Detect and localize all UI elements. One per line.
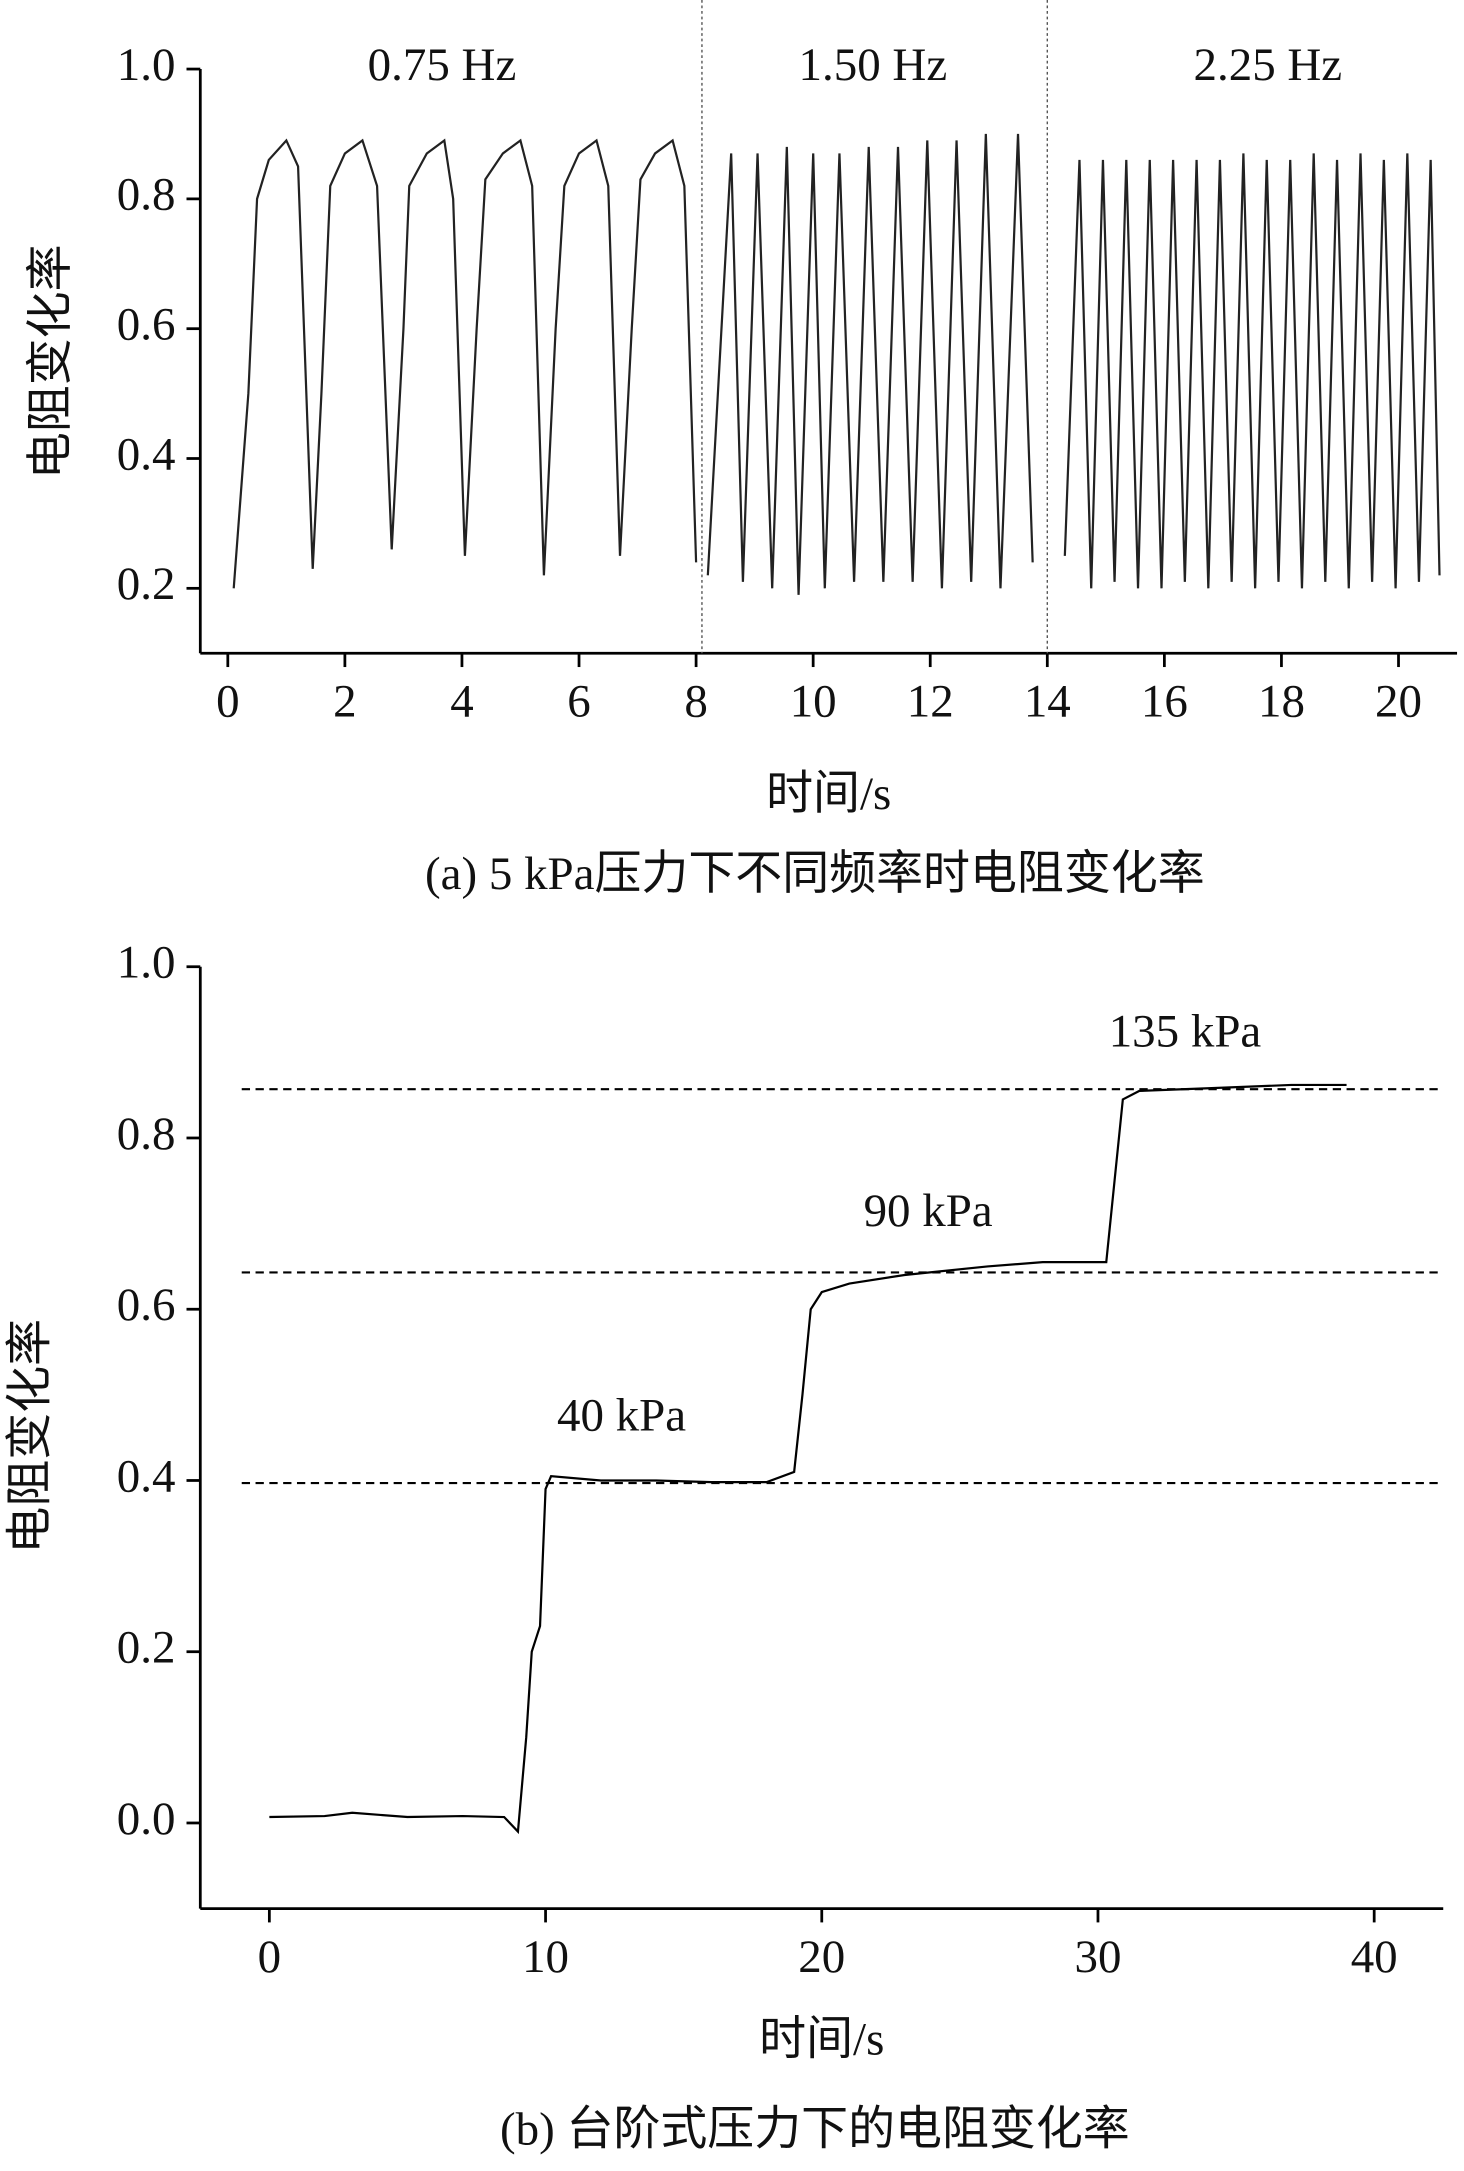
data-line	[269, 1083, 1347, 1835]
y-tick-label: 1.0	[117, 937, 176, 989]
x-tick-label: 0	[216, 675, 239, 727]
caption: (a) 5 kPa压力下不同频率时电阻变化率	[425, 848, 1205, 900]
x-axis-label: 时间/s	[766, 768, 891, 820]
x-tick-label: 0	[258, 1931, 281, 1983]
data-line	[706, 133, 1034, 595]
caption: (b) 台阶式压力下的电阻变化率	[500, 2103, 1130, 2155]
x-tick-label: 8	[684, 675, 707, 727]
x-tick-label: 6	[567, 675, 590, 727]
x-tick-label: 4	[450, 675, 473, 727]
x-tick-label: 10	[790, 675, 837, 727]
y-tick-label: 0.8	[117, 1108, 176, 1160]
x-tick-label: 20	[1375, 675, 1422, 727]
x-tick-label: 20	[798, 1931, 845, 1983]
x-tick-label: 30	[1075, 1931, 1122, 1983]
x-axis-label: 时间/s	[759, 2014, 884, 2066]
x-tick-label: 18	[1258, 675, 1305, 727]
annotation: 135 kPa	[1109, 1006, 1262, 1058]
annotation: 90 kPa	[864, 1185, 993, 1237]
y-tick-label: 0.4	[117, 428, 176, 480]
data-line	[232, 138, 698, 589]
x-tick-label: 40	[1351, 1931, 1398, 1983]
x-tick-label: 14	[1024, 675, 1071, 727]
x-tick-label: 2	[333, 675, 356, 727]
y-tick-label: 0.2	[117, 1622, 176, 1674]
annotation: 0.75 Hz	[368, 39, 517, 91]
y-tick-label: 0.4	[117, 1450, 176, 1502]
y-axis-label: 电阻变化率	[4, 1319, 56, 1554]
annotation: 2.25 Hz	[1194, 39, 1343, 91]
y-axis-label: 电阻变化率	[25, 244, 77, 479]
y-tick-label: 1.0	[117, 39, 176, 91]
annotation: 40 kPa	[557, 1389, 686, 1441]
y-tick-label: 0.0	[117, 1793, 176, 1845]
x-tick-label: 12	[907, 675, 954, 727]
y-tick-label: 0.6	[117, 1279, 176, 1331]
x-tick-label: 16	[1141, 675, 1188, 727]
x-tick-label: 10	[522, 1931, 569, 1983]
y-tick-label: 0.2	[117, 558, 176, 610]
y-tick-label: 0.8	[117, 169, 176, 221]
annotation: 1.50 Hz	[799, 39, 948, 91]
data-line	[1063, 153, 1441, 589]
y-tick-label: 0.6	[117, 298, 176, 350]
